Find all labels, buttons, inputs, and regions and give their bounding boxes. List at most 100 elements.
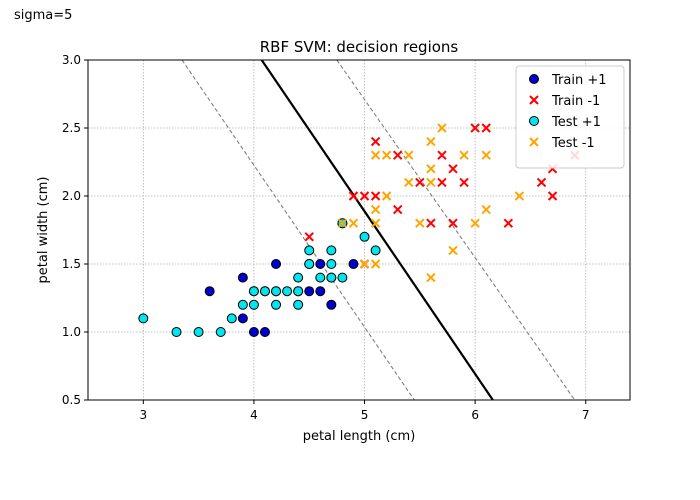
point-test-neg1-stroke — [514, 191, 525, 201]
margin-line — [181, 60, 415, 400]
point-train-neg1-stroke — [415, 177, 425, 188]
point-train-neg1-stroke — [437, 150, 447, 160]
point-train-neg1 — [503, 218, 514, 228]
point-test-neg1 — [426, 272, 436, 283]
point-test-neg1 — [370, 259, 381, 269]
x-tick-label: 6 — [471, 408, 479, 422]
point-train-neg1-stroke — [348, 191, 359, 201]
point-train-pos1 — [271, 259, 282, 269]
y-tick-label: 1.0 — [62, 325, 81, 339]
point-test-neg1-stroke — [481, 150, 491, 160]
point-test-neg1-stroke — [426, 272, 436, 283]
point-test-neg1 — [381, 150, 392, 160]
legend: Train +1 Train -1 Test +1 Test -1 — [515, 65, 625, 169]
chart-title: RBF SVM: decision regions — [260, 38, 459, 56]
point-train-neg1 — [448, 218, 458, 228]
point-train-neg1 — [481, 123, 491, 133]
point-test-pos1 — [304, 245, 315, 256]
point-test-neg1-stroke — [426, 177, 436, 188]
legend-marker — [529, 137, 539, 147]
point-train-neg1 — [370, 136, 381, 147]
point-test-pos1 — [304, 259, 315, 269]
point-test-pos1 — [138, 313, 149, 324]
point-train-neg1 — [359, 191, 370, 201]
y-tick-label: 2.5 — [62, 121, 81, 135]
point-test-neg1-stroke — [381, 191, 392, 201]
point-train-pos1 — [348, 259, 359, 269]
point-test-pos1 — [259, 286, 270, 297]
point-test-neg1-stroke — [370, 259, 381, 269]
point-test-pos1 — [326, 272, 337, 283]
point-test-neg1 — [470, 218, 480, 228]
legend-label: Test +1 — [551, 115, 601, 130]
y-tick-label: 1.5 — [62, 257, 81, 271]
point-test-neg1 — [337, 218, 348, 228]
legend-marker-stroke — [529, 137, 539, 147]
legend-marker-stroke — [529, 95, 539, 105]
point-test-neg1-stroke — [470, 218, 480, 228]
point-test-pos1 — [248, 299, 259, 310]
data-points — [138, 123, 580, 337]
point-test-neg1 — [426, 164, 436, 174]
point-train-neg1-stroke — [370, 191, 381, 201]
point-test-neg1-stroke — [370, 204, 381, 215]
margin-line — [336, 60, 576, 400]
point-test-pos1 — [359, 231, 370, 242]
point-test-neg1-stroke — [404, 177, 414, 188]
point-test-pos1 — [226, 313, 237, 324]
point-test-neg1-stroke — [426, 136, 436, 147]
legend-label: Train +1 — [551, 73, 607, 88]
point-test-pos1 — [293, 299, 304, 310]
point-test-neg1 — [381, 191, 392, 201]
point-test-pos1 — [326, 259, 337, 269]
point-train-pos1 — [326, 299, 337, 310]
point-test-pos1 — [282, 286, 293, 297]
point-test-neg1-stroke — [481, 204, 491, 215]
point-train-neg1 — [393, 150, 403, 160]
point-test-pos1 — [326, 245, 337, 256]
point-train-pos1 — [304, 286, 315, 297]
axis-ticks: 3 4 5 6 7 0.5 1.0 1.5 2.0 2.5 3.0 — [62, 53, 590, 422]
point-test-pos1 — [293, 286, 304, 297]
point-test-pos1 — [315, 272, 326, 283]
point-train-pos1 — [204, 286, 215, 297]
point-test-pos1 — [237, 299, 248, 310]
point-test-pos1 — [271, 299, 282, 310]
point-train-neg1-stroke — [370, 136, 381, 147]
point-train-neg1-stroke — [304, 232, 314, 242]
point-test-pos1 — [193, 327, 204, 337]
point-test-pos1 — [293, 272, 304, 283]
y-tick-label: 3.0 — [62, 53, 81, 67]
point-test-neg1-stroke — [437, 123, 447, 133]
y-axis-label: petal width (cm) — [36, 177, 51, 284]
decision-lines — [181, 60, 576, 400]
point-test-pos1 — [337, 272, 348, 283]
point-test-neg1 — [359, 259, 370, 269]
point-test-neg1 — [348, 218, 359, 228]
plot-frame — [87, 59, 631, 401]
x-axis-label: petal length (cm) — [303, 429, 416, 444]
point-test-neg1 — [437, 123, 447, 133]
point-test-neg1-stroke — [370, 150, 381, 160]
x-tick-label: 3 — [139, 408, 147, 422]
point-test-neg1-stroke — [448, 245, 458, 256]
point-test-neg1-stroke — [426, 164, 436, 174]
y-tick-label: 2.0 — [62, 189, 81, 203]
point-test-neg1-stroke — [381, 150, 392, 160]
point-test-neg1 — [459, 150, 469, 160]
point-train-neg1-stroke — [359, 191, 370, 201]
point-train-neg1-stroke — [503, 218, 514, 228]
legend-box — [515, 65, 625, 169]
x-tick-label: 7 — [582, 408, 590, 422]
point-train-neg1 — [415, 177, 425, 188]
point-train-neg1-stroke — [481, 123, 491, 133]
point-test-neg1-stroke — [404, 150, 414, 160]
point-train-neg1-stroke — [536, 177, 547, 188]
point-test-neg1-stroke — [415, 218, 425, 228]
legend-marker — [529, 95, 539, 105]
point-train-neg1-stroke — [393, 150, 403, 160]
x-tick-label: 5 — [361, 408, 369, 422]
point-train-neg1-stroke — [426, 218, 436, 228]
point-train-neg1 — [448, 164, 458, 174]
